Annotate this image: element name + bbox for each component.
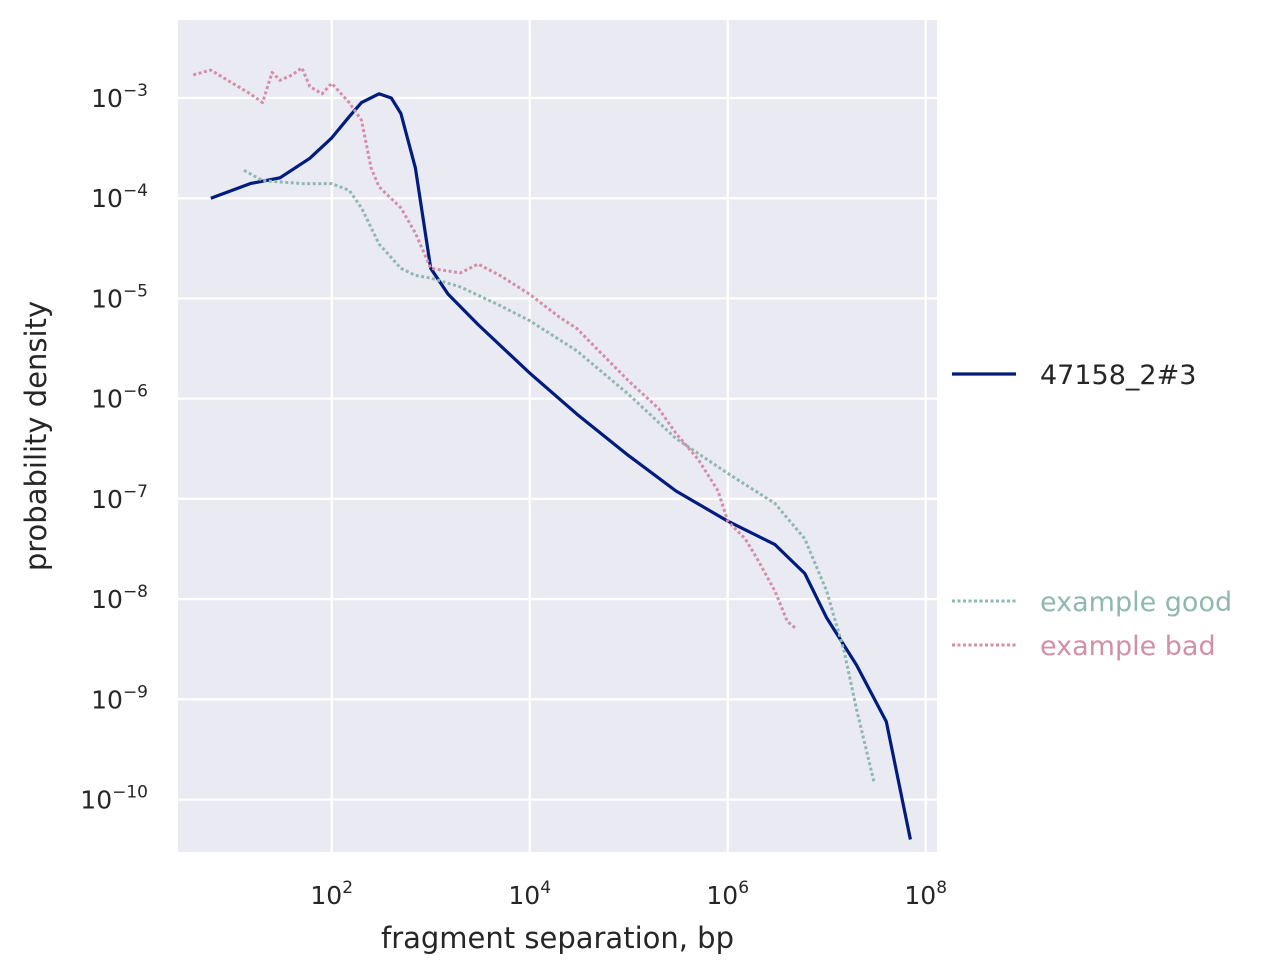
x-axis-label: fragment separation, bp (381, 921, 734, 955)
x-tick-label: 104 (508, 878, 551, 910)
y-tick-label: 10−3 (91, 81, 148, 113)
x-tick-label: 106 (706, 878, 749, 910)
y-tick-label: 10−10 (80, 783, 148, 815)
y-tick-label: 10−4 (91, 181, 148, 213)
y-tick-label: 10−8 (91, 582, 148, 614)
series-line (243, 168, 876, 783)
y-axis-ticks: 10−3 10−4 10−5 10−6 10−7 10−8 10−9 10−10 (80, 81, 148, 815)
y-tick-label: 10−9 (91, 682, 148, 714)
series-line (210, 92, 912, 840)
y-tick-label: 10−5 (91, 281, 148, 313)
grid (178, 20, 937, 852)
plot-area (178, 20, 937, 852)
y-tick-label: 10−6 (91, 382, 148, 414)
legend-label: 47158_2#3 (1040, 360, 1196, 391)
y-tick-label: 10−7 (91, 482, 148, 514)
x-axis-ticks: 102 104 106 108 (310, 878, 947, 910)
legend-label: example good (1040, 587, 1232, 618)
y-axis-label: probability density (19, 301, 53, 571)
series-line (192, 66, 798, 631)
x-tick-label: 102 (310, 878, 353, 910)
legend-label: example bad (1040, 631, 1216, 662)
x-tick-label: 108 (904, 878, 947, 910)
series-lines (192, 66, 912, 840)
